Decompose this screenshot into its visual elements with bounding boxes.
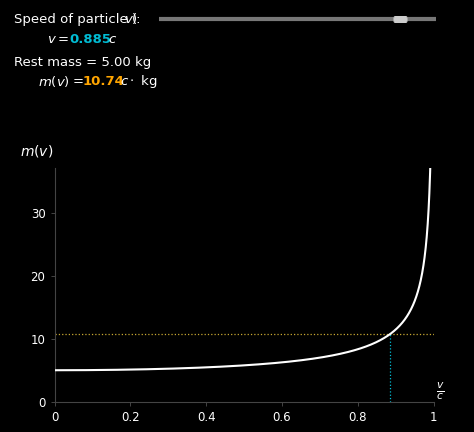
Text: $m(v)$: $m(v)$ — [38, 74, 70, 89]
Text: =: = — [73, 75, 89, 88]
Text: Speed of particle (: Speed of particle ( — [14, 13, 137, 26]
Text: ):: ): — [132, 13, 141, 26]
Text: Rest mass = 5.00 kg: Rest mass = 5.00 kg — [14, 56, 152, 69]
Text: 0.885: 0.885 — [70, 33, 112, 46]
Text: $c\cdot$ kg: $c\cdot$ kg — [120, 73, 158, 90]
Text: 10.74: 10.74 — [82, 75, 124, 88]
Text: $\frac{v}{c}$: $\frac{v}{c}$ — [436, 380, 445, 402]
Text: $c$: $c$ — [108, 33, 117, 46]
Text: $m(v)$: $m(v)$ — [20, 143, 54, 159]
Text: =: = — [58, 33, 73, 46]
Text: $v$: $v$ — [47, 33, 57, 46]
Text: $v$: $v$ — [124, 13, 134, 26]
